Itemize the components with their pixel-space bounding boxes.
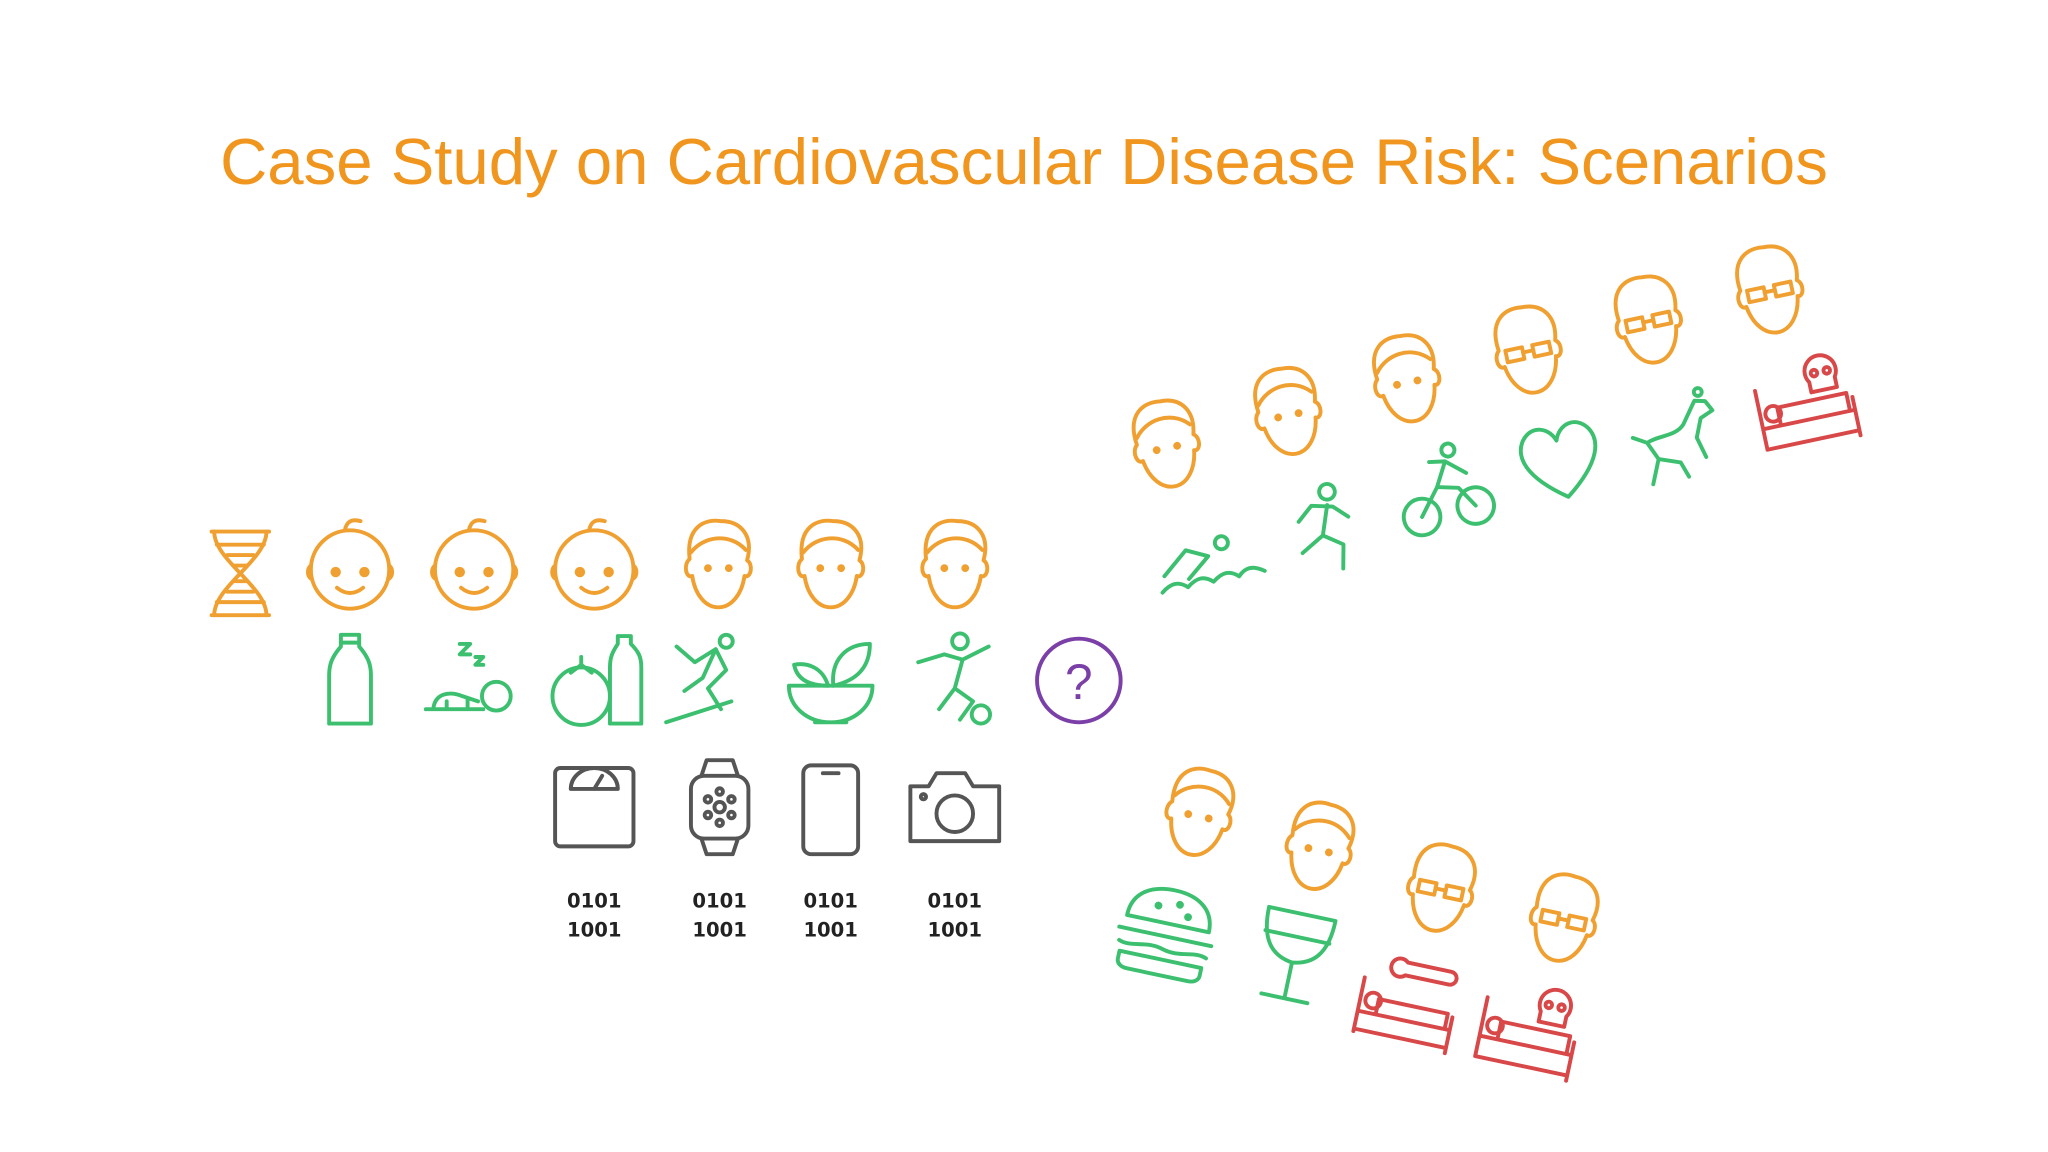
data-code: 1001 (803, 918, 858, 941)
data-code: 0101 (567, 890, 622, 913)
elder-icon (1485, 298, 1571, 401)
elder-icon (1520, 866, 1607, 970)
data-code: 1001 (928, 918, 983, 941)
scale-icon (553, 766, 636, 849)
death-icon (1748, 348, 1863, 457)
data-code: 0101 (803, 890, 858, 913)
wine-icon (1249, 904, 1338, 1008)
face-icon (1123, 392, 1209, 495)
soccer-icon (916, 631, 993, 726)
watch-icon (688, 758, 751, 857)
run-icon (1287, 478, 1361, 579)
data-code: 1001 (692, 918, 747, 941)
heart-icon (1514, 416, 1608, 507)
unknown-circle (1035, 636, 1123, 725)
data-code: 0101 (692, 890, 747, 913)
burger-icon (1109, 878, 1224, 987)
face-icon (796, 518, 866, 610)
face-icon (920, 518, 990, 610)
unknown-marker: ? (1065, 654, 1093, 710)
ski-icon (664, 632, 735, 725)
data-code: 0101 (928, 890, 983, 913)
elder-icon (1605, 268, 1691, 371)
unknown-icon: ? (1035, 636, 1123, 725)
face-icon (1363, 327, 1450, 430)
phone-icon (801, 763, 861, 857)
elder-icon (1726, 238, 1813, 341)
dna-icon (209, 529, 272, 618)
baby-icon (430, 518, 519, 611)
face-icon (1156, 761, 1243, 864)
baby-icon (305, 518, 395, 611)
face-icon (1276, 795, 1363, 898)
sleep-icon (423, 641, 513, 713)
bike-icon (1388, 434, 1500, 541)
food-icon (550, 634, 644, 727)
elder-icon (1398, 836, 1484, 940)
death-icon (1472, 974, 1587, 1083)
bottle-icon (327, 632, 373, 726)
baby-icon (550, 518, 639, 611)
swim-icon (1151, 526, 1267, 595)
slide-title: Case Study on Cardiovascular Disease Ris… (220, 125, 1828, 198)
salad-icon (786, 641, 875, 725)
face-icon (1244, 360, 1331, 463)
camera-icon (908, 771, 1002, 844)
data-code: 1001 (567, 918, 622, 941)
dog-icon (1623, 384, 1727, 489)
sick-icon (1350, 949, 1465, 1056)
face-icon (683, 518, 753, 610)
